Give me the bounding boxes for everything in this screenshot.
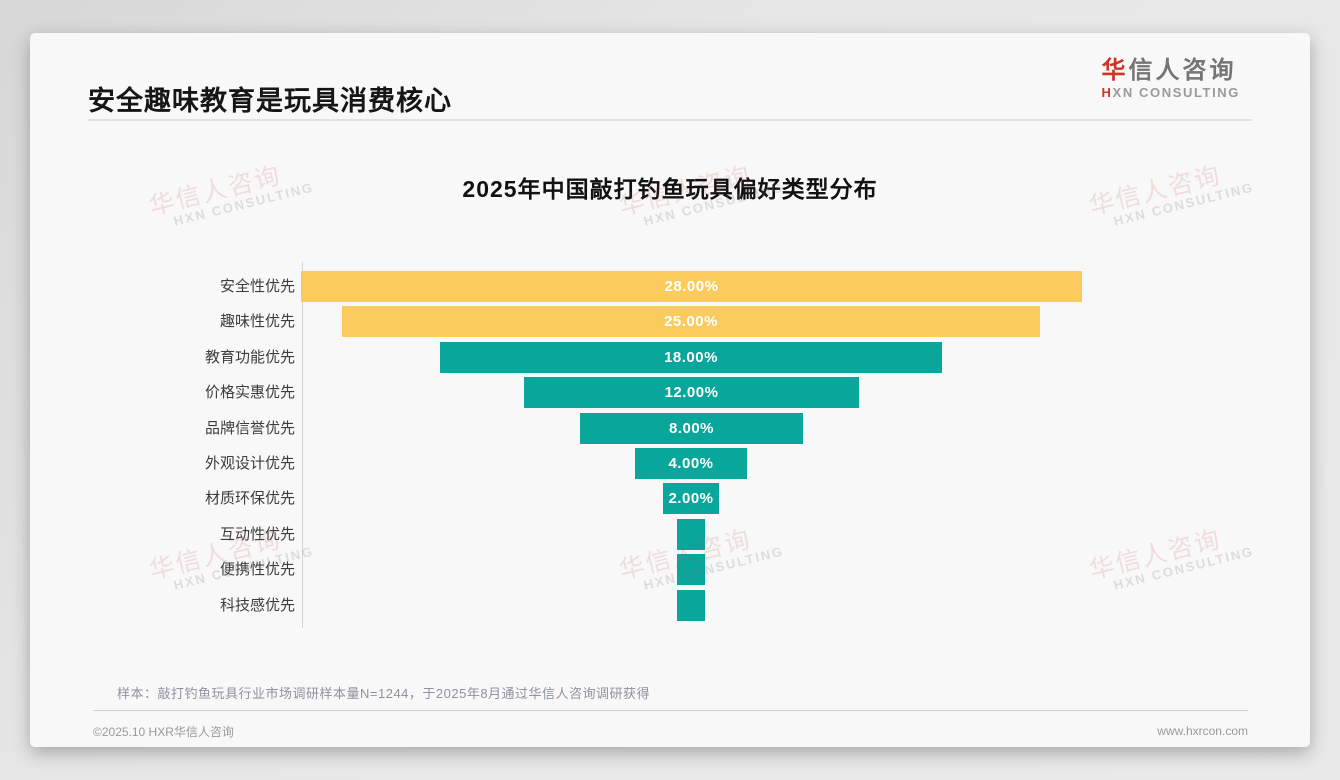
funnel-bar: 4.00% xyxy=(635,448,747,479)
slide-card: 安全趣味教育是玩具消费核心 华信人咨询 HXN CONSULTING 2025年… xyxy=(30,33,1310,747)
category-label: 外观设计优先 xyxy=(204,455,295,472)
category-label: 科技感优先 xyxy=(219,597,295,614)
website-text: www.hxrcon.com xyxy=(1157,724,1248,738)
funnel-bar: 2.00% xyxy=(663,483,719,514)
company-logo: 华信人咨询 HXN CONSULTING xyxy=(1102,57,1240,101)
footer: ©2025.10 HXR华信人咨询 www.hxrcon.com xyxy=(93,719,1248,743)
sample-note: 样本：敲打钓鱼玩具行业市场调研样本量N=1244，于2025年8月通过华信人咨询… xyxy=(117,686,651,701)
category-label: 趣味性优先 xyxy=(219,313,295,330)
header-divider xyxy=(88,119,1252,121)
chart-title: 2025年中国敲打钓鱼玩具偏好类型分布 xyxy=(462,176,878,202)
funnel-bar: 18.00% xyxy=(440,342,942,373)
bar-value-label: 4.00% xyxy=(668,455,714,472)
footer-divider xyxy=(93,710,1248,711)
logo-zh-text: 华信人咨询 xyxy=(1101,57,1237,84)
category-label: 品牌信誉优先 xyxy=(204,420,295,437)
category-label: 安全性优先 xyxy=(219,278,295,295)
funnel-bar xyxy=(677,554,705,585)
funnel-bar: 12.00% xyxy=(524,377,859,408)
page-title: 安全趣味教育是玩具消费核心 xyxy=(88,86,452,116)
bar-value-label: 2.00% xyxy=(668,490,714,507)
chart-axis-line xyxy=(302,262,303,628)
category-label: 价格实惠优先 xyxy=(204,384,295,401)
funnel-bar: 28.00% xyxy=(301,271,1082,302)
funnel-bar xyxy=(677,519,705,550)
category-label: 互动性优先 xyxy=(219,526,295,543)
bar-value-label: 8.00% xyxy=(668,420,715,437)
bar-value-label: 25.00% xyxy=(664,313,718,330)
bar-value-label: 12.00% xyxy=(664,384,719,401)
bar-value-label: 18.00% xyxy=(664,349,718,366)
funnel-bar xyxy=(677,590,705,621)
funnel-bar: 25.00% xyxy=(342,306,1040,337)
category-label: 便携性优先 xyxy=(219,561,295,578)
copyright-text: ©2025.10 HXR华信人咨询 xyxy=(93,724,234,739)
bar-value-label: 28.00% xyxy=(664,278,719,295)
funnel-bar: 8.00% xyxy=(580,413,803,444)
category-label: 教育功能优先 xyxy=(204,349,295,366)
category-label: 材质环保优先 xyxy=(204,490,295,507)
logo-en-text: HXN CONSULTING xyxy=(1101,85,1240,100)
